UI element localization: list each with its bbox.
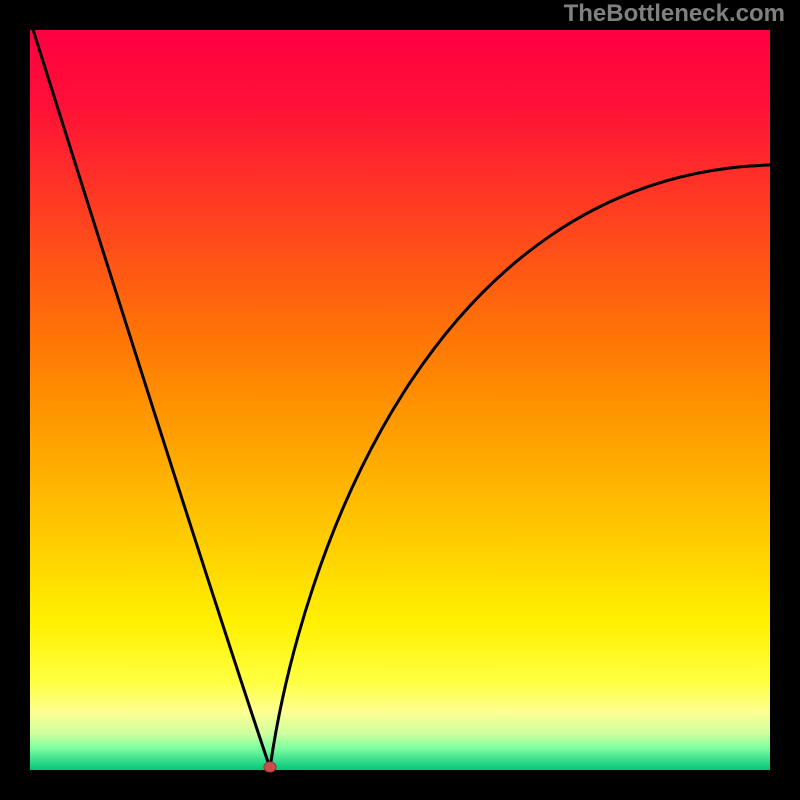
bottleneck-curve — [0, 0, 800, 800]
watermark-text: TheBottleneck.com — [564, 0, 785, 28]
optimal-point-marker — [264, 762, 277, 773]
chart-container: TheBottleneck.com — [0, 0, 800, 800]
